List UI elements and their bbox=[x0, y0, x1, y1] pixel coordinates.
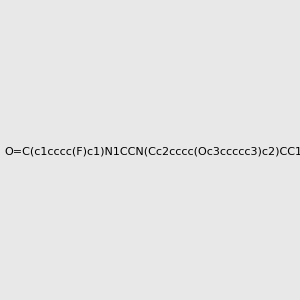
Text: O=C(c1cccc(F)c1)N1CCN(Cc2cccc(Oc3ccccc3)c2)CC1: O=C(c1cccc(F)c1)N1CCN(Cc2cccc(Oc3ccccc3)… bbox=[5, 146, 300, 157]
